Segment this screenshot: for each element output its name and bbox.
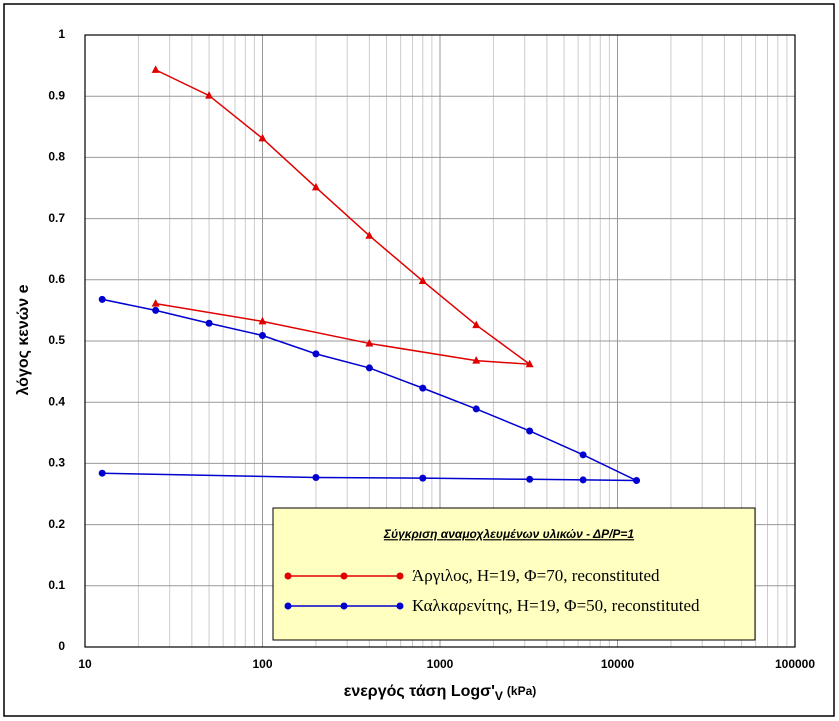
marker [633, 477, 641, 485]
marker [152, 306, 160, 314]
marker [258, 133, 267, 142]
marker [340, 602, 348, 610]
marker [365, 231, 374, 239]
marker [526, 427, 534, 435]
marker [259, 331, 266, 339]
x-tick-label: 100 [252, 657, 272, 671]
y-tick-label: 0.8 [48, 150, 65, 164]
marker [205, 319, 213, 327]
y-tick-label: 0.2 [48, 517, 65, 531]
legend-label: Καλκαρενίτης, Η=19, Φ=50, reconstituted [412, 596, 700, 615]
x-tick-label: 10 [78, 657, 92, 671]
x-axis-label-sub: V [495, 689, 503, 703]
legend-label: Άργιλος, Η=19, Φ=70, reconstituted [412, 566, 660, 585]
x-axis-label-unit: (kPa) [507, 684, 536, 698]
y-tick-label: 0.4 [48, 394, 65, 408]
x-tick-label: 10000 [601, 657, 635, 671]
marker [365, 338, 374, 347]
marker [365, 364, 373, 372]
marker [312, 350, 320, 358]
plot-border [84, 34, 796, 648]
marker [396, 602, 404, 610]
marker [98, 469, 106, 477]
marker [419, 384, 427, 392]
marker [151, 65, 160, 73]
marker [472, 320, 481, 329]
marker [98, 295, 106, 303]
y-tick-label: 0.7 [48, 211, 65, 225]
marker [579, 451, 587, 459]
y-tick-label: 0.3 [48, 456, 65, 470]
legend: Σύγκριση αναμοχλευμένων υλικών - ΔP/P=1 … [272, 507, 756, 641]
marker [472, 356, 481, 364]
y-tick-label: 0.1 [48, 578, 65, 592]
series-line [155, 69, 533, 366]
marker [472, 405, 480, 413]
marker [312, 473, 320, 481]
y-tick-label: 0.9 [48, 88, 65, 102]
marker [340, 572, 348, 580]
marker [284, 572, 292, 580]
marker [579, 476, 587, 484]
marker [311, 182, 320, 191]
x-tick-label: 1000 [427, 657, 454, 671]
y-tick-label: 0.5 [48, 333, 65, 347]
series-line [102, 298, 637, 482]
marker [258, 316, 267, 325]
marker [419, 474, 427, 482]
x-tick-label: 100000 [775, 657, 815, 671]
marker [526, 475, 534, 483]
y-axis-label: λόγος κενών e [15, 284, 32, 395]
x-axis-label: ενεργός τάση Logσ'V (kPa) [344, 683, 537, 703]
y-tick-label: 0 [58, 639, 65, 653]
marker [418, 276, 427, 285]
marker [525, 359, 534, 368]
x-axis-label-main: ενεργός τάση Logσ' [344, 683, 495, 700]
y-tick-label: 1 [58, 27, 65, 41]
legend-box [272, 507, 756, 641]
y-tick-label: 0.6 [48, 272, 65, 286]
marker [205, 91, 214, 99]
marker [396, 572, 404, 580]
legend-title: Σύγκριση αναμοχλευμένων υλικών - ΔP/P=1 [383, 527, 635, 541]
marker [151, 299, 160, 307]
marker [284, 602, 292, 610]
marks [98, 65, 641, 485]
